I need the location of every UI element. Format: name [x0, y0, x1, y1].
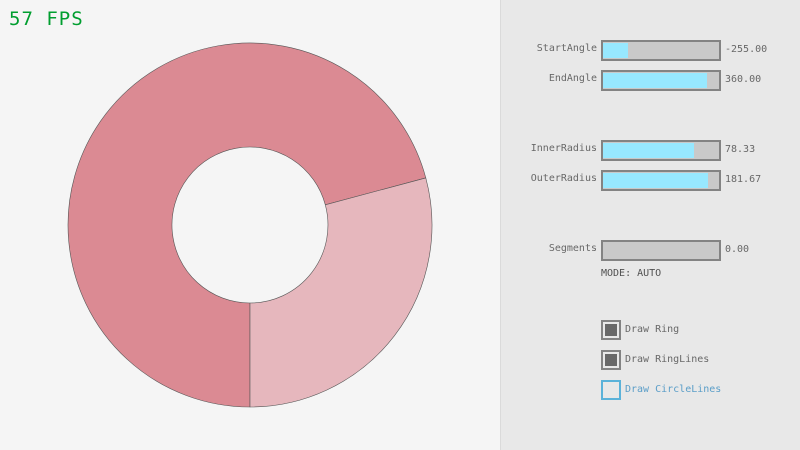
slider-value: 78.33 — [725, 144, 756, 155]
slider-value: -255.00 — [725, 44, 768, 55]
slider-end-angle: EndAngle 360.00 — [501, 70, 800, 91]
controls-panel: StartAngle -255.00 EndAngle 360.00 Inner… — [500, 0, 800, 450]
slider-start-angle: StartAngle -255.00 — [501, 40, 800, 61]
slider-fill — [603, 143, 694, 158]
slider-label: InnerRadius — [530, 143, 597, 154]
inner-radius-slider[interactable] — [601, 140, 721, 161]
segments-slider[interactable] — [601, 240, 721, 261]
checkbox-label: Draw RingLines — [625, 354, 710, 365]
slider-label: StartAngle — [536, 43, 597, 54]
checkbox-box[interactable] — [601, 350, 621, 370]
slider-value: 181.67 — [725, 174, 762, 185]
slider-fill — [603, 43, 629, 58]
outer-radius-slider[interactable] — [601, 170, 721, 191]
slider-fill — [603, 173, 709, 188]
fps-counter: 57 FPS — [9, 8, 84, 30]
slider-inner-radius: InnerRadius 78.33 — [501, 140, 800, 161]
slider-outer-radius: OuterRadius 181.67 — [501, 170, 800, 191]
checkbox-box[interactable] — [601, 320, 621, 340]
slider-label: OuterRadius — [530, 173, 597, 184]
slider-segments: Segments 0.00 — [501, 240, 800, 261]
mode-label: MODE: AUTO — [601, 268, 662, 279]
check-mark — [605, 324, 617, 336]
checkbox-box[interactable] — [601, 380, 621, 400]
end-angle-slider[interactable] — [601, 70, 721, 91]
slider-value: 360.00 — [725, 74, 762, 85]
slider-label: EndAngle — [548, 73, 597, 84]
slider-label: Segments — [548, 243, 597, 254]
ring-canvas — [67, 42, 433, 408]
start-angle-slider[interactable] — [601, 40, 721, 61]
check-mark — [605, 354, 617, 366]
checkbox-label: Draw Ring — [625, 324, 680, 335]
ring-sector — [249, 177, 433, 408]
checkbox-label: Draw CircleLines — [625, 384, 722, 395]
ring-sector-overlap — [67, 42, 427, 408]
slider-fill — [603, 73, 708, 88]
slider-value: 0.00 — [725, 244, 750, 255]
